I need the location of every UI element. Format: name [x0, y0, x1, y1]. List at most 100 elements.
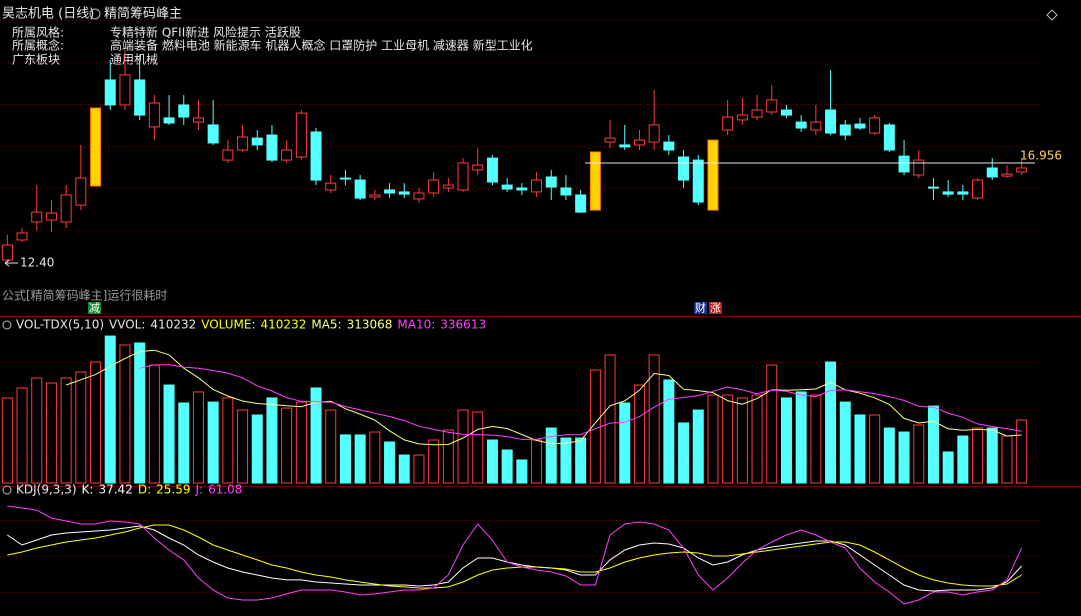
candle-body	[369, 194, 381, 198]
volume-bar	[560, 437, 572, 484]
volume-bar	[692, 409, 704, 484]
candle-body	[942, 191, 954, 195]
volume-bar	[178, 402, 190, 484]
indicator-icon[interactable]	[89, 8, 101, 20]
indicator-title[interactable]: 精简筹码峰主	[104, 6, 182, 22]
notice: 公式[精简筹码峰主]运行很耗时	[2, 289, 167, 303]
legend-text: VOL-TDX(5,10)	[16, 318, 104, 332]
legend-text: 25.59	[156, 483, 190, 497]
indicator-line	[65, 349, 1022, 446]
volume-bar	[428, 439, 440, 484]
volume-bar	[398, 454, 410, 484]
volume-bar	[942, 451, 954, 484]
info-label: 所属风格:	[12, 25, 64, 40]
volume-bar	[927, 405, 939, 484]
candle-body	[31, 211, 43, 223]
candle-body	[854, 123, 866, 129]
candle-body	[457, 162, 469, 191]
candle-body	[207, 124, 219, 144]
candle-body	[839, 124, 851, 136]
volume-bar	[192, 391, 204, 484]
candle-body	[163, 117, 175, 124]
candle-body	[633, 139, 645, 146]
volume-bar	[913, 424, 925, 484]
candle-body	[516, 187, 528, 191]
menu-diamond[interactable]	[1046, 9, 1058, 21]
candle-body	[148, 102, 160, 128]
info-value: 高端装备 燃料电池 新能源车 机器人概念 口罩防护 工业母机 减速器 新型工业化	[110, 38, 533, 53]
volume-bar	[45, 382, 57, 484]
legend-text: VVOL:	[109, 318, 145, 332]
volume-bar	[663, 379, 675, 484]
volume-bar	[1016, 419, 1028, 484]
candle-body	[531, 179, 543, 193]
info-value: 通用机械	[110, 52, 158, 67]
candle-highlight	[589, 151, 601, 211]
volume-bar	[633, 384, 645, 484]
volume-bar	[295, 401, 307, 484]
indicator-line	[7, 524, 1022, 589]
volume-bar	[678, 422, 690, 484]
candle-body	[575, 194, 587, 213]
candle-body	[780, 109, 792, 116]
legend-text: 410232	[150, 318, 196, 332]
candle-body	[869, 117, 881, 134]
candle-body	[442, 184, 454, 189]
volume-bar	[531, 439, 543, 484]
candle-body	[898, 155, 910, 173]
volume-bar	[810, 394, 822, 484]
event-badge	[709, 302, 722, 314]
volume-bar	[766, 364, 778, 484]
volume-bar	[736, 397, 748, 484]
volume-bar	[707, 394, 719, 484]
candle-body	[75, 177, 87, 206]
candle-body	[266, 134, 278, 161]
candle-body	[251, 137, 263, 146]
volume-bar	[1001, 435, 1013, 484]
candle-body	[648, 124, 660, 143]
low-label: 12.40	[20, 256, 54, 270]
legend-text: KDJ(9,3,3)	[16, 483, 77, 497]
candle-body	[325, 182, 337, 191]
legend-icon	[2, 320, 12, 330]
candle-body	[354, 179, 366, 199]
volume-bar	[310, 387, 322, 484]
volume-bar	[413, 454, 425, 484]
volume-bar	[486, 439, 498, 484]
volume-bar	[854, 414, 866, 484]
legend-text: 410232	[261, 318, 307, 332]
candle-body	[413, 192, 425, 200]
volume-bar	[648, 354, 660, 484]
stock-title: 昊志机电 (日线)	[2, 7, 94, 22]
volume-bar	[575, 437, 587, 484]
volume-bar	[369, 431, 381, 484]
legend-text: 336613	[440, 318, 486, 332]
candle-body	[16, 232, 28, 241]
volume-bar	[163, 384, 175, 484]
candle-body	[501, 184, 513, 190]
candle-body	[104, 79, 116, 106]
candle-body	[604, 137, 616, 143]
legend-icon	[2, 485, 12, 495]
volume-bar	[339, 434, 351, 484]
candle-body	[281, 149, 293, 161]
candle-body	[913, 159, 925, 176]
candle-body	[119, 74, 131, 106]
event-label: 涨	[710, 302, 721, 315]
candle-body	[310, 131, 322, 181]
candle-body	[663, 141, 675, 151]
volume-bar	[795, 391, 807, 484]
volume-bar	[134, 342, 146, 484]
volume-bar	[516, 459, 528, 484]
candle-body	[178, 104, 190, 118]
candle-body	[428, 179, 440, 194]
volume-bar	[722, 394, 734, 484]
low-arrow-head	[4, 259, 10, 267]
candle-body	[1, 244, 13, 261]
candle-body	[619, 144, 631, 148]
legend-text: VOLUME:	[201, 318, 255, 332]
volume-bar	[839, 401, 851, 484]
candle-body	[60, 194, 72, 223]
volume-bar	[384, 441, 396, 484]
candle-body	[545, 176, 557, 188]
